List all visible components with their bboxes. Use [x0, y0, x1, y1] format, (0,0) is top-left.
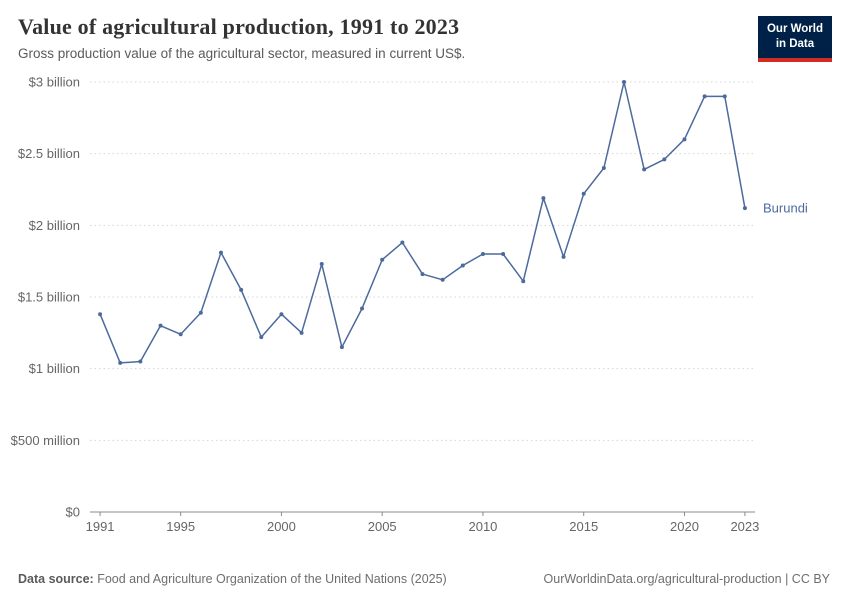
data-point[interactable] — [601, 165, 606, 170]
x-tick-label: 1995 — [166, 519, 195, 534]
data-point[interactable] — [682, 137, 687, 142]
data-point[interactable] — [299, 330, 304, 335]
footer-url[interactable]: OurWorldinData.org/agricultural-producti… — [543, 572, 782, 586]
series-line-burundi[interactable] — [99, 81, 746, 364]
data-point[interactable] — [440, 277, 445, 282]
data-point[interactable] — [198, 310, 203, 315]
data-point[interactable] — [380, 257, 385, 262]
y-tick-label: $3 billion — [29, 74, 80, 89]
data-point[interactable] — [218, 250, 223, 255]
chart-title: Value of agricultural production, 1991 t… — [18, 14, 460, 39]
y-tick-label: $2 billion — [29, 218, 80, 233]
data-point[interactable] — [622, 79, 627, 84]
data-point[interactable] — [561, 254, 566, 259]
data-point[interactable] — [581, 191, 586, 196]
data-point[interactable] — [360, 306, 365, 311]
data-point[interactable] — [460, 263, 465, 268]
data-point[interactable] — [742, 206, 747, 211]
x-tick-label: 1991 — [86, 519, 115, 534]
owid-logo-line1: Our World — [766, 23, 823, 35]
data-point[interactable] — [279, 312, 284, 317]
x-tick-label: 2010 — [468, 519, 497, 534]
data-point[interactable] — [541, 195, 546, 200]
chart-subtitle: Gross production value of the agricultur… — [18, 46, 466, 61]
data-point[interactable] — [420, 271, 425, 276]
data-point[interactable] — [118, 360, 123, 365]
x-tick-label: 2000 — [267, 519, 296, 534]
data-point[interactable] — [662, 157, 667, 162]
data-point[interactable] — [178, 332, 183, 337]
chart-header: Value of agricultural production, 1991 t… — [0, 0, 850, 62]
x-tick-label: 2020 — [670, 519, 699, 534]
y-tick-label: $1.5 billion — [18, 289, 80, 304]
data-point[interactable] — [702, 94, 707, 99]
data-source: Data source: Food and Agriculture Organi… — [18, 572, 447, 586]
data-point[interactable] — [501, 251, 506, 256]
data-point[interactable] — [319, 261, 324, 266]
chart-titles: Value of agricultural production, 1991 t… — [18, 14, 465, 61]
y-tick-label: $500 million — [11, 433, 80, 448]
data-point[interactable] — [259, 335, 264, 340]
data-point[interactable] — [642, 167, 647, 172]
data-source-label: Data source: — [18, 572, 94, 586]
data-source-text: Food and Agriculture Organization of the… — [93, 572, 447, 586]
y-tick-label: $1 billion — [29, 361, 80, 376]
owid-logo-line2: in Data — [775, 37, 815, 50]
data-point[interactable] — [480, 251, 485, 256]
footer-credit: OurWorldinData.org/agricultural-producti… — [544, 572, 830, 586]
line-chart: $0 $500 million $1 billion $1.5 billion $2 b… — [11, 74, 808, 534]
data-point[interactable] — [138, 359, 143, 364]
x-tick-label: 2023 — [730, 519, 759, 534]
x-tick-label: 2005 — [368, 519, 397, 534]
data-point[interactable] — [521, 279, 526, 284]
x-tick-label: 2015 — [569, 519, 598, 534]
data-point[interactable] — [239, 287, 244, 292]
y-tick-label: $2.5 billion — [18, 146, 80, 161]
footer-license: | CC BY — [781, 572, 830, 586]
data-point[interactable] — [158, 323, 163, 328]
data-point[interactable] — [339, 345, 344, 350]
owid-logo[interactable]: Our World in Data — [757, 16, 832, 62]
y-tick-label: $0 — [66, 504, 80, 519]
data-point[interactable] — [98, 312, 103, 317]
chart-area: $0 $500 million $1 billion $1.5 billion $2 b… — [0, 62, 850, 539]
series-end-label: Burundi — [763, 201, 808, 216]
data-point[interactable] — [722, 94, 727, 99]
data-point[interactable] — [400, 240, 405, 245]
chart-footer: Data source: Food and Agriculture Organi… — [0, 572, 850, 600]
